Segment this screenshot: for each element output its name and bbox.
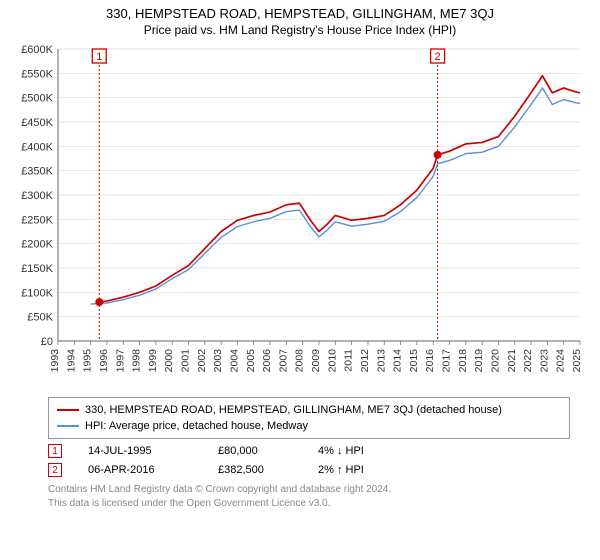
svg-text:2023: 2023 (538, 349, 550, 373)
svg-text:2011: 2011 (343, 349, 355, 372)
svg-text:2013: 2013 (375, 349, 387, 373)
sale-row: 1 14-JUL-1995£80,0004% ↓ HPI (48, 444, 570, 458)
svg-text:2007: 2007 (277, 349, 289, 373)
legend-swatch (57, 409, 79, 411)
legend-row: HPI: Average price, detached house, Medw… (57, 418, 561, 434)
svg-text:2010: 2010 (326, 349, 338, 373)
sale-price: £382,500 (218, 464, 318, 476)
svg-text:2022: 2022 (522, 349, 534, 373)
svg-text:2009: 2009 (310, 349, 322, 373)
svg-text:£550K: £550K (21, 68, 53, 80)
chart-svg: £0 £50K £100K £150K £200K £250K £300K £350K £400… (10, 41, 590, 391)
legend-row: 330, HEMPSTEAD ROAD, HEMPSTEAD, GILLINGH… (57, 402, 561, 418)
sale-date: 06-APR-2016 (88, 464, 218, 476)
svg-text:1994: 1994 (65, 349, 77, 373)
svg-text:£450K: £450K (21, 117, 53, 129)
svg-text:£200K: £200K (21, 239, 53, 251)
svg-text:1996: 1996 (98, 349, 110, 373)
sale-price: £80,000 (218, 445, 318, 457)
sale-diff: 2% ↑ HPI (318, 464, 364, 476)
chart-container: 330, HEMPSTEAD ROAD, HEMPSTEAD, GILLINGH… (0, 0, 600, 560)
svg-text:2: 2 (435, 51, 441, 63)
svg-text:2006: 2006 (261, 349, 273, 373)
svg-text:2016: 2016 (424, 349, 436, 373)
svg-text:£0: £0 (41, 336, 53, 348)
svg-text:2001: 2001 (180, 349, 192, 373)
svg-text:£250K: £250K (21, 214, 53, 226)
svg-text:2025: 2025 (571, 349, 583, 373)
sale-marker-box: 1 (48, 444, 62, 458)
svg-text:1993: 1993 (49, 349, 61, 373)
svg-text:2005: 2005 (245, 349, 257, 373)
sale-row: 2 06-APR-2016£382,5002% ↑ HPI (48, 463, 570, 477)
legend-label: HPI: Average price, detached house, Medw… (85, 418, 308, 434)
svg-text:2021: 2021 (506, 349, 518, 373)
svg-text:2019: 2019 (473, 349, 485, 373)
svg-text:2008: 2008 (294, 349, 306, 373)
sales-table: 1 14-JUL-1995£80,0004% ↓ HPI 2 06-APR-2016£… (0, 444, 600, 477)
sale-diff: 4% ↓ HPI (318, 445, 364, 457)
svg-text:2017: 2017 (441, 349, 453, 373)
legend-label: 330, HEMPSTEAD ROAD, HEMPSTEAD, GILLINGH… (85, 402, 502, 418)
footnote: Contains HM Land Registry data © Crown c… (48, 483, 570, 510)
svg-text:2002: 2002 (196, 349, 208, 373)
svg-text:2000: 2000 (163, 349, 175, 373)
svg-text:1998: 1998 (131, 349, 143, 373)
footnote-line1: Contains HM Land Registry data © Crown c… (48, 483, 570, 497)
svg-text:2015: 2015 (408, 349, 420, 373)
svg-text:£600K: £600K (21, 44, 53, 56)
legend: 330, HEMPSTEAD ROAD, HEMPSTEAD, GILLINGH… (48, 397, 570, 439)
svg-text:1: 1 (96, 51, 102, 63)
chart-title: 330, HEMPSTEAD ROAD, HEMPSTEAD, GILLINGH… (0, 0, 600, 21)
svg-text:1997: 1997 (114, 349, 126, 373)
svg-text:£100K: £100K (21, 287, 53, 299)
svg-text:£50K: £50K (27, 312, 53, 324)
svg-text:£150K: £150K (21, 263, 53, 275)
svg-text:£400K: £400K (21, 141, 53, 153)
svg-text:2018: 2018 (457, 349, 469, 373)
sale-date: 14-JUL-1995 (88, 445, 218, 457)
svg-text:2014: 2014 (392, 349, 404, 373)
svg-text:2020: 2020 (489, 349, 501, 373)
footnote-line2: This data is licensed under the Open Gov… (48, 497, 570, 511)
legend-swatch (57, 425, 79, 427)
svg-text:2012: 2012 (359, 349, 371, 373)
svg-text:£350K: £350K (21, 166, 53, 178)
sale-marker-box: 2 (48, 463, 62, 477)
svg-text:2003: 2003 (212, 349, 224, 373)
svg-text:1999: 1999 (147, 349, 159, 373)
svg-text:£500K: £500K (21, 93, 53, 105)
svg-text:1995: 1995 (82, 349, 94, 373)
svg-text:2024: 2024 (555, 349, 567, 373)
chart-subtitle: Price paid vs. HM Land Registry's House … (0, 21, 600, 41)
svg-text:2004: 2004 (228, 349, 240, 373)
svg-text:£300K: £300K (21, 190, 53, 202)
chart-area: £0 £50K £100K £150K £200K £250K £300K £350K £400… (10, 41, 590, 391)
